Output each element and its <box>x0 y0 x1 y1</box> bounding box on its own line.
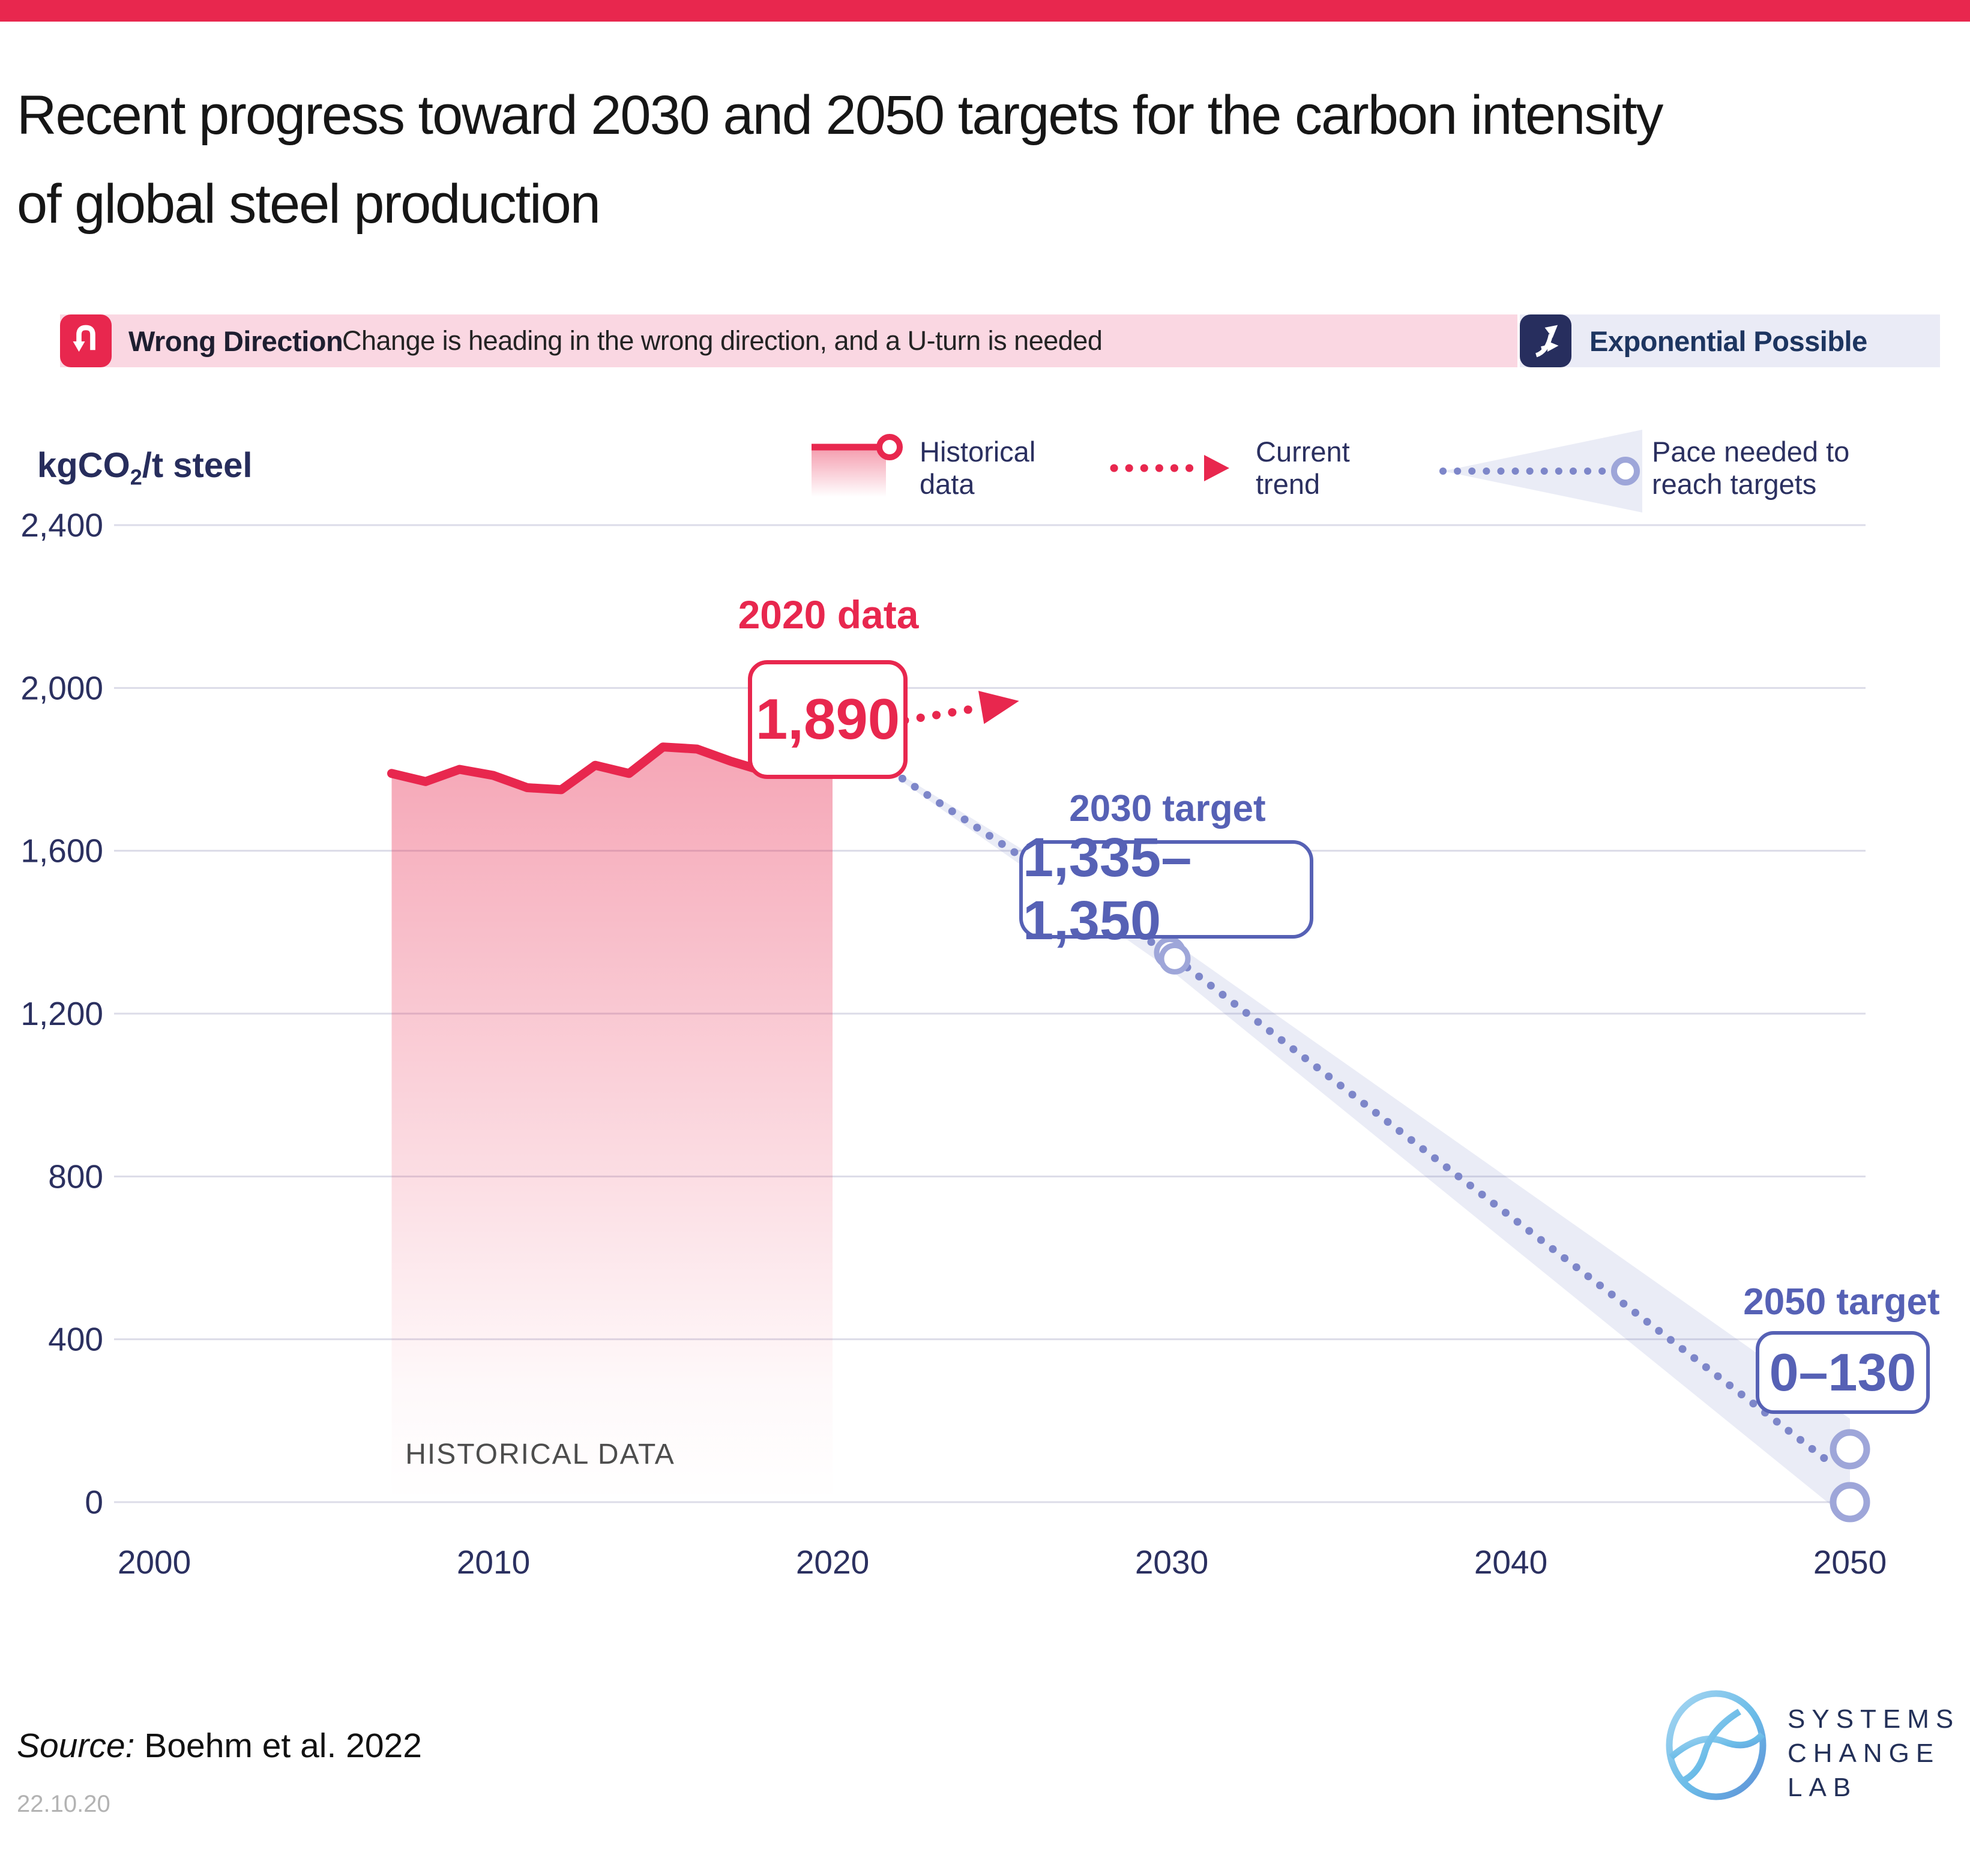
x-tick-label: 2010 <box>457 1544 530 1581</box>
logo-line2: CHANGE <box>1788 1739 1941 1768</box>
target-2030-value-box: 1,335–1,350 <box>1019 827 1313 951</box>
arrowhead <box>978 691 1019 724</box>
legend-pace-line1: Pace needed to <box>1652 436 1850 467</box>
source-note: Source: Boehm et al. 2022 <box>17 1726 422 1766</box>
source-text: Boehm et al. 2022 <box>144 1727 422 1765</box>
top-accent-bar <box>0 0 1970 22</box>
x-tick-label: 2000 <box>118 1544 191 1581</box>
y-axis-unit-label: kgCO2/t steel <box>37 445 252 490</box>
x-tick-label: 2040 <box>1474 1544 1547 1581</box>
target-2050-value-box: 0–130 <box>1756 1331 1930 1414</box>
historical-data-area-label: HISTORICAL DATA <box>405 1439 675 1470</box>
y-tick-label: 800 <box>48 1158 103 1195</box>
historical-area <box>391 732 833 1502</box>
y-tick-label: 1,600 <box>20 832 103 870</box>
x-tick-label: 2030 <box>1135 1544 1208 1581</box>
legend-current-trend-line1: Current <box>1256 436 1350 467</box>
x-tick-label: 2020 <box>796 1544 869 1581</box>
unit-subscript: 2 <box>130 464 142 490</box>
logo-line3: LAB <box>1788 1773 1858 1802</box>
logo-line1: SYSTEMS <box>1788 1704 1960 1734</box>
legend-current-trend-label: Current trend <box>1256 436 1350 501</box>
unit-prefix: kgCO <box>37 446 130 485</box>
exponential-possible-banner <box>1520 314 1940 367</box>
target-2050-marker <box>1830 1429 1870 1470</box>
legend-historical-label: Historical data <box>920 436 1035 501</box>
target-2050-label: 2050 target <box>1743 1281 1940 1323</box>
y-tick-label: 0 <box>85 1484 103 1521</box>
target-2030-label: 2030 target <box>1069 788 1266 829</box>
target-2050-marker <box>1830 1482 1870 1523</box>
y-tick-label: 2,000 <box>20 669 103 706</box>
legend-historical-line2: data <box>920 468 975 500</box>
u-turn-arrow-icon <box>67 320 104 362</box>
target-2030-marker <box>1158 942 1191 975</box>
systems-change-lab-logo-text: SYSTEMS CHANGE LAB <box>1788 1702 1960 1805</box>
series <box>387 691 1870 1523</box>
legend-pace-line2: reach targets <box>1652 468 1817 500</box>
unit-suffix: /t steel <box>142 446 253 485</box>
axis-tick-labels: 0 400 800 1,200 1,600 2,000 2,400 2000 2010 2020 2… <box>20 507 1887 1581</box>
page-title: Recent progress toward 2030 and 2050 tar… <box>17 71 1956 248</box>
exponential-possible-badge <box>1520 314 1571 367</box>
page-title-line1: Recent progress toward 2030 and 2050 tar… <box>17 85 1663 146</box>
data-2020-value-box: 1,890 <box>748 660 908 779</box>
wrong-direction-badge <box>60 314 112 367</box>
gridlines <box>114 524 1866 1503</box>
legend-current-trend-line2: trend <box>1256 468 1321 500</box>
legend-historical-line1: Historical <box>920 436 1036 467</box>
source-word: Source: <box>17 1727 135 1765</box>
exponential-possible-label: Exponential Possible <box>1589 325 1867 357</box>
exponential-arrows-icon <box>1528 320 1564 362</box>
y-tick-label: 2,400 <box>20 507 103 544</box>
dotted-line <box>853 703 982 733</box>
date-note: 22.10.20 <box>17 1791 110 1817</box>
systems-change-lab-logo-icon <box>1666 1690 1767 1800</box>
data-2020-label: 2020 data <box>738 592 919 637</box>
page-title-line2: of global steel production <box>17 173 601 235</box>
wrong-direction-description: Change is heading in the wrong direction… <box>342 325 1103 356</box>
dotted-line <box>848 742 1176 960</box>
x-tick-label: 2050 <box>1813 1544 1887 1581</box>
wrong-direction-banner <box>60 314 1517 367</box>
y-tick-label: 400 <box>48 1321 103 1358</box>
wrong-direction-label: Wrong Direction <box>128 325 343 357</box>
legend-pace-label: Pace needed to reach targets <box>1652 436 1849 501</box>
dotted-line <box>1171 954 1830 1464</box>
y-tick-label: 1,200 <box>20 995 103 1032</box>
